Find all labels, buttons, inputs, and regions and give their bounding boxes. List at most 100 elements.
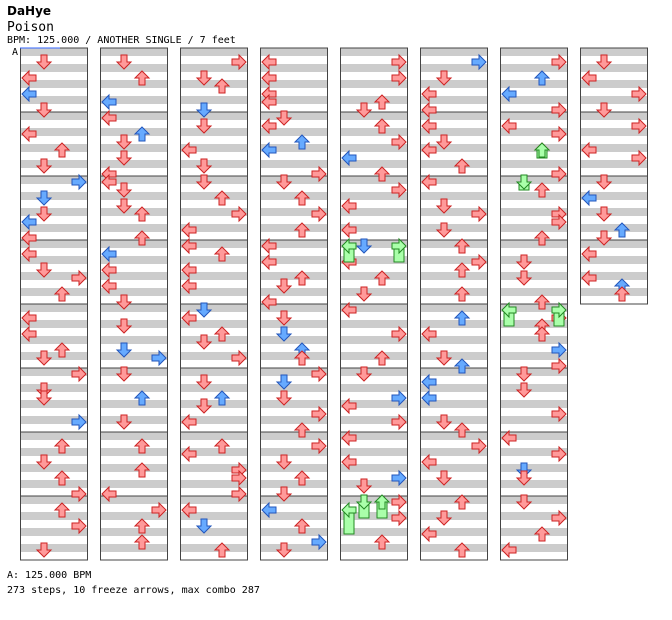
beat-stripe [100, 80, 168, 88]
up-arrow-icon [133, 70, 151, 86]
up-arrow-icon [53, 142, 71, 158]
beat-stripe [20, 432, 88, 440]
beat-stripe [180, 208, 248, 216]
left-arrow-icon [181, 237, 197, 255]
beat-stripe [500, 112, 568, 120]
right-arrow-icon [71, 365, 87, 383]
down-arrow-icon [595, 230, 613, 246]
right-arrow-icon [391, 133, 407, 151]
column-border [100, 47, 168, 561]
beat-stripe [340, 384, 408, 392]
beat-stripe [500, 96, 568, 104]
left-arrow-icon [181, 413, 197, 431]
left-arrow-icon [181, 261, 197, 279]
beat-stripe [180, 192, 248, 200]
down-arrow-icon [435, 414, 453, 430]
beat-stripe [340, 272, 408, 280]
beat-stripe [580, 224, 648, 232]
beat-stripe [500, 80, 568, 88]
beat-stripe [20, 352, 88, 360]
column-border [340, 47, 408, 561]
beat-stripe [20, 240, 88, 248]
beat-stripe [100, 352, 168, 360]
beat-stripe [100, 96, 168, 104]
left-arrow-icon [21, 85, 37, 103]
beat-stripe [420, 64, 488, 72]
up-arrow-icon [293, 518, 311, 534]
beat-stripe [260, 544, 328, 552]
beat-stripe [340, 416, 408, 424]
down-arrow-icon [355, 238, 373, 254]
beat-stripe [340, 496, 408, 504]
up-arrow-icon [133, 438, 151, 454]
left-arrow-icon [101, 173, 117, 191]
down-arrow-icon [355, 478, 373, 494]
beat-stripe [580, 288, 648, 296]
beat-stripe [340, 352, 408, 360]
beat-stripe [180, 352, 248, 360]
left-arrow-icon [421, 325, 437, 343]
beat-stripe [100, 64, 168, 72]
beat-stripe [500, 368, 568, 376]
beat-stripe [580, 96, 648, 104]
beat-stripe [340, 336, 408, 344]
left-arrow-icon [341, 453, 357, 471]
beat-stripe [180, 112, 248, 120]
down-arrow-icon [435, 198, 453, 214]
beat-stripe [20, 272, 88, 280]
beat-stripe [100, 144, 168, 152]
right-arrow-icon [551, 509, 567, 527]
left-arrow-icon [341, 149, 357, 167]
beat-stripe [100, 464, 168, 472]
right-arrow-icon [391, 69, 407, 87]
beat-stripe [100, 272, 168, 280]
beat-stripe [500, 512, 568, 520]
beat-stripe [420, 496, 488, 504]
beat-stripe [260, 352, 328, 360]
beat-stripe [180, 304, 248, 312]
beat-stripe [500, 272, 568, 280]
beat-stripe [20, 368, 88, 376]
left-arrow-icon [421, 453, 437, 471]
up-arrow-icon [133, 230, 151, 246]
beat-stripe [420, 144, 488, 152]
bpm-legend: A: 125.000 BPM [7, 570, 92, 581]
up-arrow-icon [533, 526, 551, 542]
up-arrow-icon [373, 166, 391, 182]
beat-stripe [260, 256, 328, 264]
up-arrow-icon [373, 270, 391, 286]
beat-stripe [500, 288, 568, 296]
down-arrow-icon [435, 470, 453, 486]
beat-stripe [500, 208, 568, 216]
left-arrow-icon [21, 69, 37, 87]
beat-stripe [20, 128, 88, 136]
beat-stripe [20, 320, 88, 328]
beat-stripe [260, 176, 328, 184]
beat-stripe [180, 480, 248, 488]
left-arrow-icon [261, 93, 277, 111]
up-arrow-icon [133, 206, 151, 222]
beat-stripe [180, 80, 248, 88]
beat-stripe [340, 400, 408, 408]
left-arrow-icon [261, 501, 277, 519]
beat-stripe [420, 128, 488, 136]
right-arrow-icon [231, 469, 247, 487]
up-arrow-icon [293, 350, 311, 366]
right-arrow-icon [311, 205, 327, 223]
down-arrow-icon [435, 70, 453, 86]
left-arrow-icon [261, 69, 277, 87]
left-arrow-icon [341, 221, 357, 239]
right-arrow-icon [631, 85, 647, 103]
step-stats: 273 steps, 10 freeze arrows, max combo 2… [7, 585, 260, 596]
beat-stripe [500, 336, 568, 344]
beat-stripe [340, 208, 408, 216]
beat-stripe [260, 112, 328, 120]
up-arrow-icon [213, 390, 231, 406]
left-arrow-icon [341, 429, 357, 447]
beat-stripe [340, 64, 408, 72]
beat-stripe [180, 272, 248, 280]
right-arrow-icon [71, 485, 87, 503]
up-arrow-icon [453, 310, 471, 326]
beat-stripe [340, 288, 408, 296]
down-arrow-icon [115, 294, 133, 310]
